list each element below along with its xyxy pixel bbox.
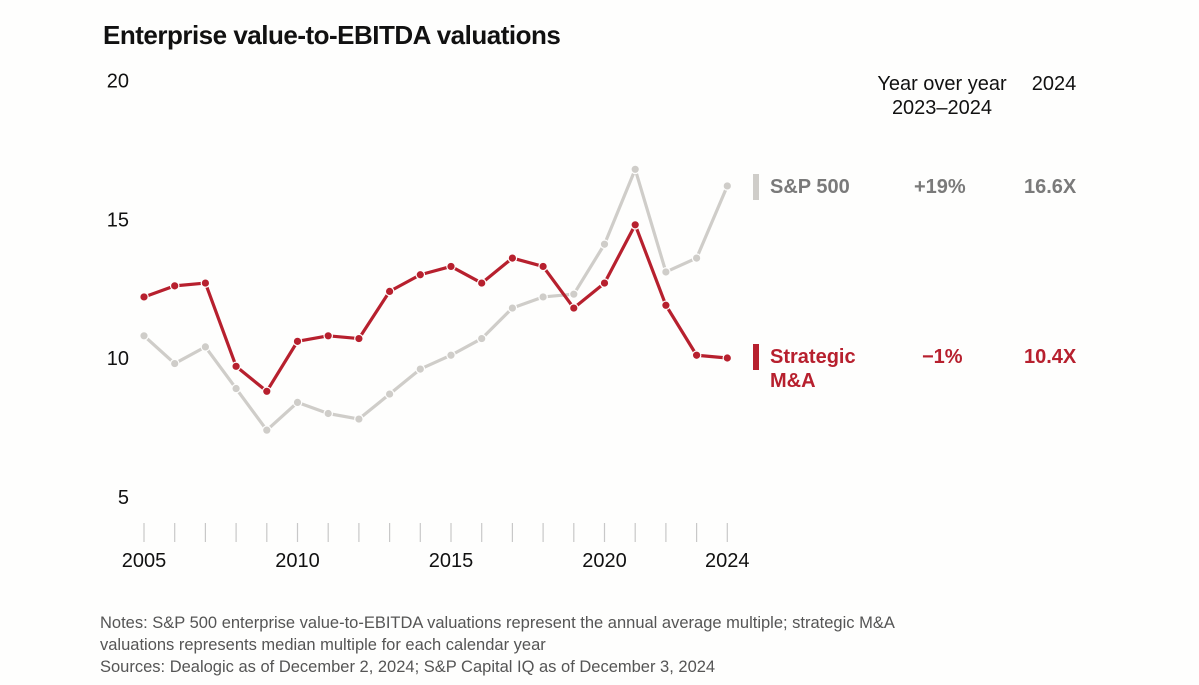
ma-yoy: −1% — [922, 346, 963, 368]
data-point — [292, 336, 303, 347]
header-yoy: Year over year 2023–2024 — [862, 72, 1022, 120]
data-point — [568, 303, 579, 313]
y-tick-label: 20 — [107, 71, 129, 93]
data-point — [599, 278, 610, 288]
data-point — [139, 330, 149, 341]
data-point — [691, 253, 702, 263]
data-point — [169, 358, 180, 369]
data-point — [200, 278, 211, 288]
sp500-legend-swatch — [753, 174, 759, 200]
x-axis: 2005 2010 2015 2020 2024 — [122, 523, 750, 572]
notes-line1: Notes: S&P 500 enterprise value-to-EBITD… — [100, 614, 895, 632]
data-point — [722, 353, 733, 363]
series-sp500 — [139, 164, 733, 435]
y-tick-label: 10 — [107, 348, 129, 370]
sp500-legend-label: S&P 500 — [770, 176, 850, 198]
data-point — [354, 333, 364, 344]
data-point — [415, 364, 426, 374]
x-tick-label: 2015 — [429, 550, 474, 572]
data-point — [261, 386, 272, 397]
x-tick-label: 2010 — [275, 550, 320, 572]
series-lines — [139, 164, 733, 435]
data-point — [476, 333, 487, 344]
notes-line2: valuations represents median multiple fo… — [100, 636, 546, 654]
data-point — [231, 383, 241, 394]
data-point — [200, 342, 211, 352]
data-point — [384, 389, 395, 399]
header-2024: 2024 — [1031, 73, 1077, 95]
data-point — [169, 281, 180, 291]
data-point — [691, 350, 702, 361]
data-point — [446, 350, 456, 361]
y-axis: 5 10 15 20 — [107, 71, 129, 509]
notes: Notes: S&P 500 enterprise value-to-EBITD… — [100, 612, 1100, 678]
sp500-yoy: +19% — [914, 176, 966, 198]
series-line — [143, 223, 728, 393]
data-point — [292, 397, 303, 408]
data-point — [446, 261, 456, 272]
y-tick-label: 5 — [118, 487, 129, 509]
x-tick-label: 2005 — [122, 550, 167, 572]
data-point — [599, 239, 610, 250]
data-point — [231, 361, 241, 372]
data-point — [661, 267, 671, 277]
series-strategic-ma — [139, 220, 733, 397]
data-point — [354, 414, 364, 424]
data-point — [661, 300, 671, 311]
ma-2024-value: 10.4X — [1024, 346, 1077, 368]
ma-legend-swatch — [753, 344, 759, 370]
data-point — [323, 330, 333, 341]
data-point — [139, 292, 149, 302]
x-tick-label: 2020 — [582, 550, 627, 572]
x-tick-label: 2024 — [705, 550, 750, 572]
data-point — [722, 181, 733, 191]
data-point — [568, 289, 579, 299]
data-point — [415, 269, 426, 280]
data-point — [507, 253, 518, 263]
ma-legend-label: Strategic M&A — [770, 345, 856, 393]
data-point — [538, 261, 548, 272]
data-point — [507, 303, 518, 313]
header-yoy-line2: 2023–2024 — [891, 97, 993, 119]
sp500-2024-value: 16.6X — [1024, 176, 1077, 198]
series-line — [142, 167, 729, 432]
ma-legend-label-line2: M&A — [770, 370, 816, 392]
data-point — [630, 164, 640, 175]
sources-line: Sources: Dealogic as of December 2, 2024… — [100, 658, 716, 676]
data-point — [323, 408, 333, 419]
data-point — [538, 292, 548, 302]
data-point — [476, 278, 487, 288]
data-point — [384, 286, 395, 297]
ma-legend-label-line1: Strategic — [770, 346, 856, 368]
header-yoy-line1: Year over year — [877, 73, 1007, 95]
chart-title: Enterprise value-to-EBITDA valuations — [103, 20, 561, 50]
data-point — [630, 220, 640, 230]
y-tick-label: 15 — [107, 209, 129, 231]
data-point — [261, 425, 272, 435]
